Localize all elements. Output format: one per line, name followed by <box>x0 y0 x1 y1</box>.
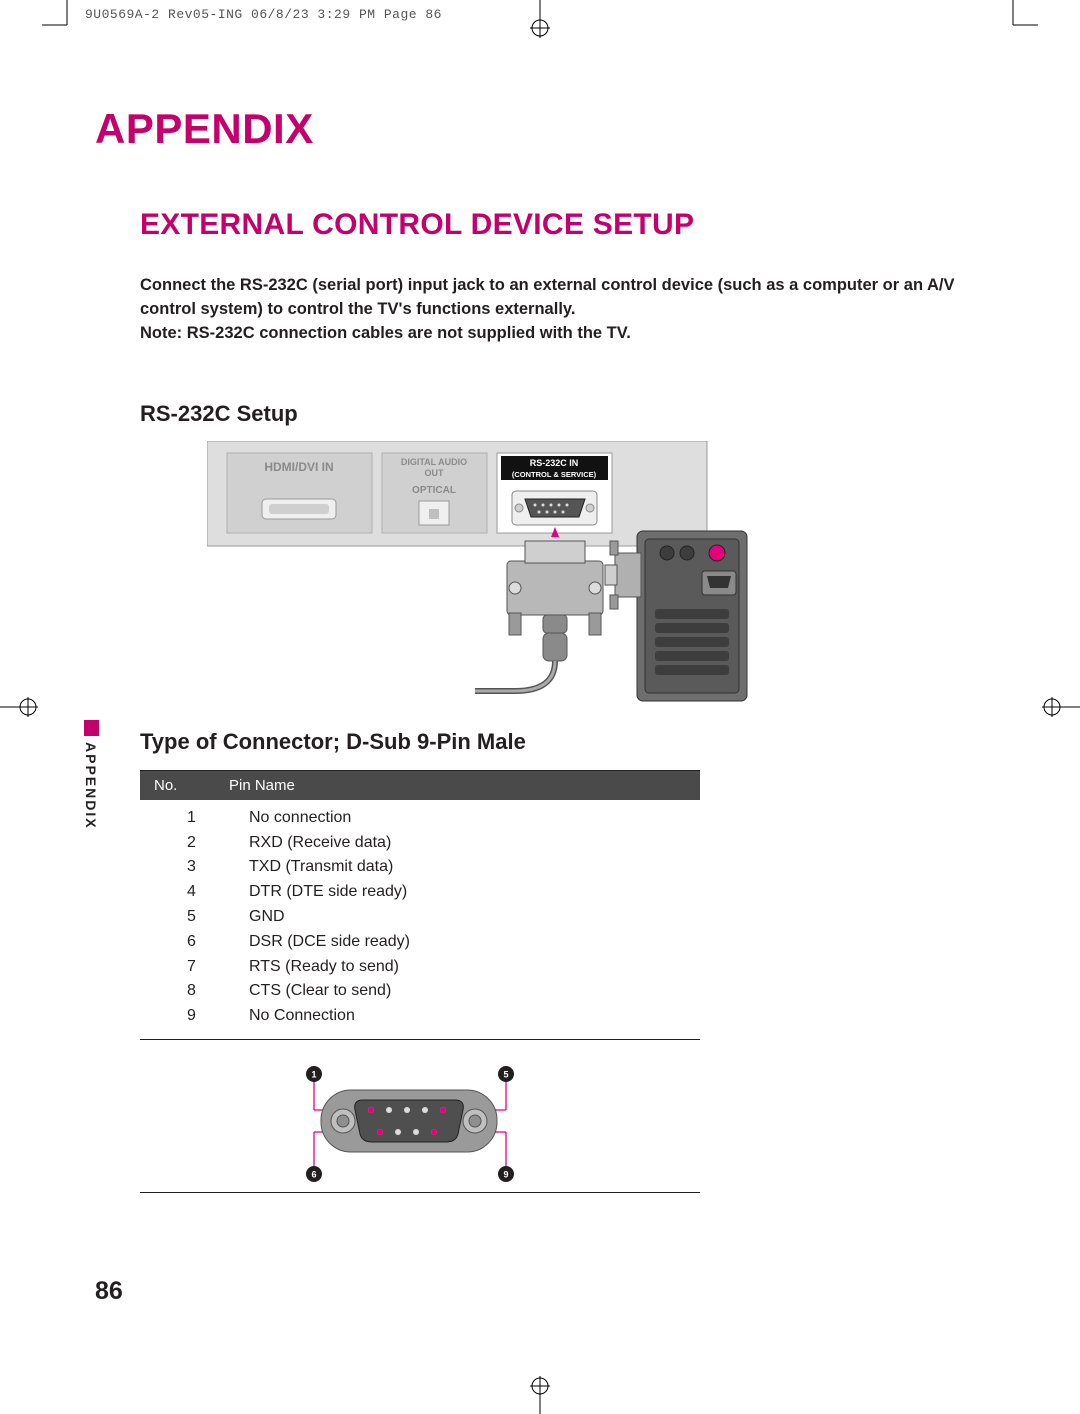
crop-mark-mid-right <box>1042 687 1080 727</box>
cell-pin-name: DTR (DTE side ready) <box>249 880 686 905</box>
intro-line-1: Connect the RS-232C (serial port) input … <box>140 274 970 322</box>
cell-pin-no: 6 <box>154 930 249 955</box>
svg-text:OUT: OUT <box>425 468 445 478</box>
crop-mark-top-center <box>520 0 560 38</box>
cell-pin-no: 9 <box>154 1004 249 1029</box>
svg-text:RS-232C IN: RS-232C IN <box>530 458 579 468</box>
table-row: 6DSR (DCE side ready) <box>140 930 700 955</box>
section-heading: EXTERNAL CONTROL DEVICE SETUP <box>140 208 990 242</box>
label-hdmi: HDMI/DVI IN <box>264 460 333 474</box>
col-header-name: Pin Name <box>229 777 295 794</box>
col-header-no: No. <box>154 777 229 794</box>
subheading-connector-type: Type of Connector; D-Sub 9-Pin Male <box>140 729 990 755</box>
crop-mark-bottom-center <box>520 1376 560 1414</box>
cell-pin-no: 1 <box>154 806 249 831</box>
table-row: 7RTS (Ready to send) <box>140 955 700 980</box>
crop-mark-mid-left <box>0 687 38 727</box>
table-rule-bottom <box>140 1192 700 1193</box>
cell-pin-name: No Connection <box>249 1004 686 1029</box>
svg-text:(CONTROL & SERVICE): (CONTROL & SERVICE) <box>512 470 597 479</box>
cell-pin-no: 4 <box>154 880 249 905</box>
cell-pin-name: No connection <box>249 806 686 831</box>
cell-pin-name: RXD (Receive data) <box>249 831 686 856</box>
table-row: 5GND <box>140 905 700 930</box>
pin-table: No. Pin Name 1No connection2RXD (Receive… <box>140 770 700 1193</box>
cell-pin-name: TXD (Transmit data) <box>249 855 686 880</box>
page-number: 86 <box>95 1277 123 1306</box>
intro-line-2: Note: RS-232C connection cables are not … <box>140 322 970 346</box>
svg-text:9: 9 <box>503 1169 508 1179</box>
table-row: 9No Connection <box>140 1004 700 1029</box>
svg-text:1: 1 <box>311 1069 316 1079</box>
svg-text:OPTICAL: OPTICAL <box>412 485 456 496</box>
print-header-meta: 9U0569A-2 Rev05-ING 06/8/23 3:29 PM Page… <box>85 8 442 21</box>
pin-table-header: No. Pin Name <box>140 771 700 800</box>
svg-text:5: 5 <box>503 1069 508 1079</box>
table-rule-mid <box>140 1039 700 1040</box>
table-row: 3TXD (Transmit data) <box>140 855 700 880</box>
cell-pin-name: GND <box>249 905 686 930</box>
cell-pin-name: RTS (Ready to send) <box>249 955 686 980</box>
svg-text:6: 6 <box>311 1169 316 1179</box>
cell-pin-name: CTS (Clear to send) <box>249 979 686 1004</box>
crop-mark-top-left <box>42 0 72 30</box>
crop-mark-top-right <box>1008 0 1038 30</box>
cell-pin-no: 7 <box>154 955 249 980</box>
subheading-rs232c-setup: RS-232C Setup <box>140 401 990 427</box>
table-row: 8CTS (Clear to send) <box>140 979 700 1004</box>
svg-text:DIGITAL AUDIO: DIGITAL AUDIO <box>401 457 467 467</box>
cell-pin-no: 5 <box>154 905 249 930</box>
cell-pin-no: 8 <box>154 979 249 1004</box>
rs232c-setup-diagram: HDMI/DVI IN DIGITAL AUDIO OUT OPTICAL RS… <box>207 441 757 711</box>
cell-pin-no: 3 <box>154 855 249 880</box>
dsub9-connector-diagram: 1569 <box>285 1052 535 1192</box>
cell-pin-no: 2 <box>154 831 249 856</box>
appendix-heading: APPENDIX <box>95 105 990 153</box>
table-row: 4DTR (DTE side ready) <box>140 880 700 905</box>
cell-pin-name: DSR (DCE side ready) <box>249 930 686 955</box>
table-row: 1No connection <box>140 806 700 831</box>
table-row: 2RXD (Receive data) <box>140 831 700 856</box>
intro-text: Connect the RS-232C (serial port) input … <box>140 274 970 346</box>
